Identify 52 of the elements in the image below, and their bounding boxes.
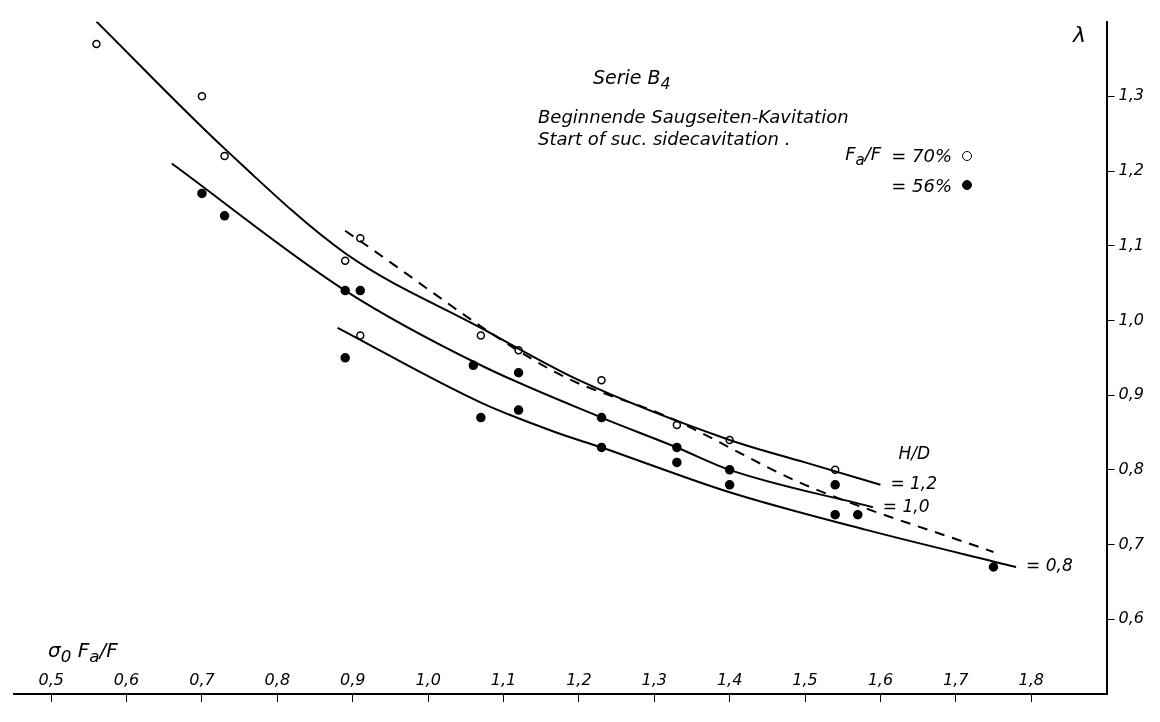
point: [513, 405, 524, 415]
series-label: = 1,2: [890, 473, 938, 494]
point: [340, 353, 350, 363]
series-label: = 1,0: [882, 495, 930, 516]
legend-label: = 56%: [891, 174, 952, 196]
series-label: = 0,8: [1026, 555, 1073, 576]
point: [92, 39, 101, 49]
point: [724, 480, 735, 490]
text: Serie B$_{4}$: [593, 66, 671, 93]
point: [220, 151, 229, 161]
y-tick-label: 0,9: [1118, 384, 1145, 404]
x-axis-title: σ$_{0}$ F$_{a}$/F: [48, 638, 118, 666]
point: [672, 457, 682, 468]
x-tick-label: 1,5: [792, 669, 818, 689]
x-tick-label: 0,8: [264, 669, 291, 689]
point: [340, 256, 350, 265]
x-tick-label: 0,9: [340, 669, 366, 689]
x-tick-label: 1,3: [641, 669, 667, 689]
x-tick-label: 0,7: [189, 669, 216, 689]
point: [197, 92, 207, 101]
point: [356, 331, 365, 340]
point: [219, 211, 230, 221]
x-tick-label: 0,6: [113, 669, 140, 689]
legend-label: = 70%: [891, 145, 952, 167]
x-tick-label: 1,2: [566, 669, 592, 689]
point: [830, 509, 840, 520]
point: [476, 331, 486, 340]
x-tick-label: 0,5: [38, 669, 64, 689]
y-tick-label: 1,1: [1118, 234, 1145, 254]
y-tick-label: 0,8: [1118, 459, 1145, 479]
y-axis-title: λ: [1072, 22, 1086, 47]
point: [513, 367, 524, 378]
x-tick-label: 1,6: [867, 669, 894, 689]
x-tick-label: 1,0: [415, 669, 441, 689]
y-tick-label: 1,3: [1118, 85, 1145, 105]
point: [197, 188, 207, 199]
y-tick-label: 0,7: [1118, 533, 1145, 553]
y-tick-label: 1,0: [1118, 309, 1145, 329]
x-tick-label: 1,7: [943, 669, 970, 689]
point: [988, 562, 999, 572]
y-tick-label: 1,2: [1118, 160, 1145, 180]
x-tick-label: 1,8: [1018, 669, 1044, 689]
line-series: [336, 326, 1018, 568]
y-tick-label: 0,6: [1118, 608, 1145, 628]
point: [476, 412, 486, 423]
point: [597, 375, 606, 385]
x-tick-label: 1,4: [716, 669, 743, 689]
x-tick-label: 1,1: [490, 669, 517, 689]
annotation: H/D: [898, 443, 931, 464]
point: [830, 480, 840, 490]
point: [355, 285, 366, 296]
point: [853, 509, 863, 520]
